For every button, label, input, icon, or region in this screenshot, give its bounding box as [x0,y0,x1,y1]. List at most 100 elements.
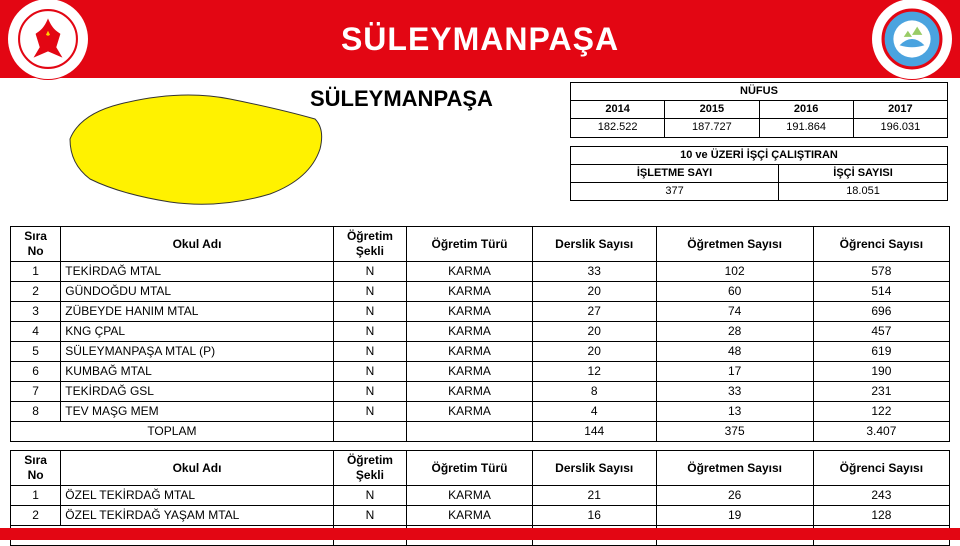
col-ogrenci: Öğrenci Sayısı [813,227,949,262]
isci-val: 377 [571,182,779,200]
table-row: 8TEV MAŞG MEMNKARMA413122 [11,402,950,422]
total-ogrenci: 3.407 [813,422,949,442]
cell-no: 4 [11,322,61,342]
nufus-val: 196.031 [853,119,947,137]
cell-derslik: 4 [532,402,656,422]
nufus-col: 2015 [665,101,759,119]
cell-turu: KARMA [407,262,533,282]
cell-okul: TEKİRDAĞ GSL [61,382,333,402]
table-row: 5SÜLEYMANPAŞA MTAL (P)NKARMA2048619 [11,342,950,362]
cell-ogrenci: 696 [813,302,949,322]
col-derslik: Derslik Sayısı [532,227,656,262]
cell-okul: KUMBAĞ MTAL [61,362,333,382]
cell-ogretmen: 13 [656,402,813,422]
cell-ogretmen: 48 [656,342,813,362]
footer-band [0,528,960,540]
cell-sekli: N [333,302,406,322]
col-derslik: Derslik Sayısı [532,451,656,486]
isci-val: 18.051 [779,182,948,200]
cell-derslik: 16 [532,506,656,526]
schools-total-row: TOPLAM 144 375 3.407 [11,422,950,442]
nufus-title: NÜFUS [571,83,948,101]
nufus-val: 191.864 [759,119,853,137]
nufus-val: 182.522 [571,119,665,137]
table-row: 2GÜNDOĞDU MTALNKARMA2060514 [11,282,950,302]
cell-ogrenci: 619 [813,342,949,362]
cell-ogretmen: 33 [656,382,813,402]
schools-table: Sıra No Okul Adı Öğretim Şekli Öğretim T… [10,226,950,442]
cell-derslik: 8 [532,382,656,402]
isci-table: 10 ve ÜZERİ İŞÇİ ÇALIŞTIRAN İŞLETME SAYI… [570,146,948,202]
cell-no: 6 [11,362,61,382]
col-sira: Sıra No [11,451,61,486]
cell-turu: KARMA [407,486,533,506]
cell-sekli: N [333,342,406,362]
map-area [60,84,330,214]
cell-okul: ZÜBEYDE HANIM MTAL [61,302,333,322]
cell-no: 2 [11,506,61,526]
nufus-col: 2017 [853,101,947,119]
cell-turu: KARMA [407,402,533,422]
cell-ogretmen: 17 [656,362,813,382]
cell-ogrenci: 122 [813,402,949,422]
cell-sekli: N [333,322,406,342]
cell-turu: KARMA [407,282,533,302]
nufus-table: NÜFUS 2014 2015 2016 2017 182.522 187.72… [570,82,948,138]
cell-turu: KARMA [407,322,533,342]
table-row: 7TEKİRDAĞ GSLNKARMA833231 [11,382,950,402]
cell-derslik: 33 [532,262,656,282]
cell-no: 8 [11,402,61,422]
cell-ogrenci: 190 [813,362,949,382]
cell-sekli: N [333,282,406,302]
cell-ogretmen: 74 [656,302,813,322]
nufus-col: 2014 [571,101,665,119]
cell-no: 7 [11,382,61,402]
info-tables: NÜFUS 2014 2015 2016 2017 182.522 187.72… [570,82,948,209]
cell-ogretmen: 60 [656,282,813,302]
cell-okul: GÜNDOĞDU MTAL [61,282,333,302]
isci-title: 10 ve ÜZERİ İŞÇİ ÇALIŞTIRAN [571,146,948,164]
col-okul: Okul Adı [61,451,333,486]
subtitle: SÜLEYMANPAŞA [310,86,493,112]
cell-sekli: N [333,382,406,402]
cell-turu: KARMA [407,506,533,526]
nufus-col: 2016 [759,101,853,119]
cell-sekli: N [333,486,406,506]
col-ogretmen: Öğretmen Sayısı [656,227,813,262]
cell-okul: ÖZEL TEKİRDAĞ YAŞAM MTAL [61,506,333,526]
cell-derslik: 20 [532,282,656,302]
cell-no: 1 [11,262,61,282]
district-logo-icon [874,1,950,77]
cell-no: 3 [11,302,61,322]
cell-ogretmen: 19 [656,506,813,526]
isci-col: İŞLETME SAYI [571,164,779,182]
cell-okul: TEKİRDAĞ MTAL [61,262,333,282]
cell-sekli: N [333,262,406,282]
cell-okul: TEV MAŞG MEM [61,402,333,422]
col-okul: Okul Adı [61,227,333,262]
cell-ogrenci: 457 [813,322,949,342]
cell-ogrenci: 578 [813,262,949,282]
col-turu: Öğretim Türü [407,227,533,262]
cell-ogrenci: 128 [813,506,949,526]
cell-derslik: 27 [532,302,656,322]
cell-okul: KNG ÇPAL [61,322,333,342]
table-row: 3ZÜBEYDE HANIM MTALNKARMA2774696 [11,302,950,322]
cell-turu: KARMA [407,382,533,402]
cell-ogretmen: 28 [656,322,813,342]
table-row: 4KNG ÇPALNKARMA2028457 [11,322,950,342]
cell-no: 1 [11,486,61,506]
cell-turu: KARMA [407,342,533,362]
table-row: 1TEKİRDAĞ MTALNKARMA33102578 [11,262,950,282]
col-sekli: Öğretim Şekli [333,451,406,486]
ministry-logo-icon [10,1,86,77]
subtitle-row: SÜLEYMANPAŞA NÜFUS 2014 2015 2016 2017 1… [0,78,960,226]
cell-ogrenci: 514 [813,282,949,302]
cell-ogrenci: 231 [813,382,949,402]
cell-no: 5 [11,342,61,362]
cell-ogrenci: 243 [813,486,949,506]
cell-sekli: N [333,362,406,382]
cell-derslik: 20 [532,342,656,362]
cell-turu: KARMA [407,302,533,322]
cell-no: 2 [11,282,61,302]
